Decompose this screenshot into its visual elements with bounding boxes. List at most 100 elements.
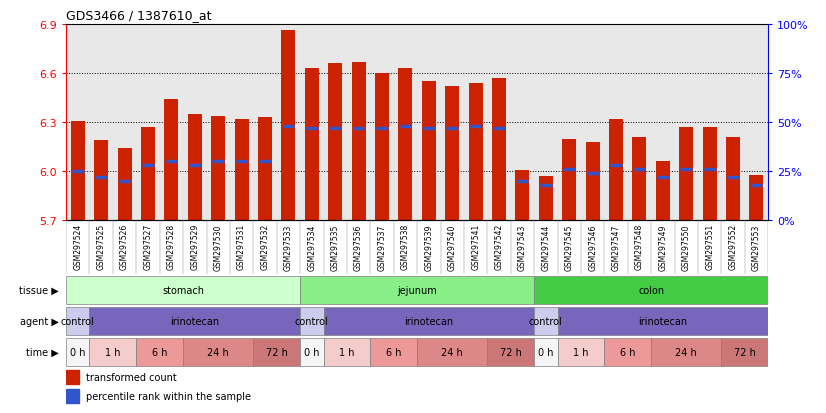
Text: transformed count: transformed count (86, 372, 177, 382)
Text: tissue ▶: tissue ▶ (19, 285, 59, 295)
Bar (370, 338, 417, 366)
Text: irinotecan: irinotecan (170, 316, 220, 326)
Text: 0 h: 0 h (304, 347, 320, 357)
Bar (258, 118, 272, 221)
Text: GSM297533: GSM297533 (284, 224, 293, 270)
Text: agent ▶: agent ▶ (20, 316, 59, 326)
Text: colon: colon (638, 285, 664, 295)
Text: GSM297547: GSM297547 (611, 224, 620, 270)
Bar (352, 62, 366, 221)
Bar (211, 116, 225, 221)
Bar (534, 307, 558, 335)
Text: GSM297546: GSM297546 (588, 224, 597, 270)
Text: control: control (529, 316, 563, 326)
Bar (605, 338, 651, 366)
Bar (66, 389, 78, 403)
Text: 6 h: 6 h (620, 347, 635, 357)
Bar (282, 31, 296, 221)
Text: 6 h: 6 h (386, 347, 401, 357)
Bar (558, 307, 768, 335)
Text: control: control (295, 316, 329, 326)
Bar (487, 338, 534, 366)
Text: 6 h: 6 h (152, 347, 168, 357)
Text: GSM297553: GSM297553 (752, 224, 761, 270)
Bar (539, 177, 553, 221)
Text: GSM297534: GSM297534 (307, 224, 316, 270)
Text: GSM297542: GSM297542 (495, 224, 504, 270)
Bar (749, 175, 763, 221)
Bar (324, 307, 534, 335)
Text: GSM297539: GSM297539 (425, 224, 434, 270)
Text: jejunum: jejunum (397, 285, 437, 295)
Bar (89, 307, 300, 335)
Text: GSM297524: GSM297524 (74, 224, 83, 270)
Text: GSM297526: GSM297526 (120, 224, 129, 270)
Bar (721, 338, 768, 366)
Bar (324, 338, 370, 366)
Text: 72 h: 72 h (500, 347, 522, 357)
Bar (633, 138, 647, 221)
Bar (66, 338, 89, 366)
Text: 1 h: 1 h (105, 347, 121, 357)
Text: 24 h: 24 h (207, 347, 229, 357)
Bar (300, 307, 324, 335)
Bar (71, 121, 85, 221)
Text: GSM297549: GSM297549 (658, 224, 667, 270)
Text: GSM297528: GSM297528 (167, 224, 176, 270)
Text: stomach: stomach (162, 285, 204, 295)
Bar (328, 64, 342, 221)
Text: percentile rank within the sample: percentile rank within the sample (86, 391, 251, 401)
Bar (375, 74, 389, 221)
Bar (305, 69, 319, 221)
Bar (445, 87, 459, 221)
Bar (66, 307, 89, 335)
Bar (609, 120, 623, 221)
Text: GSM297531: GSM297531 (237, 224, 246, 270)
Text: GDS3466 / 1387610_at: GDS3466 / 1387610_at (66, 9, 211, 22)
Text: GSM297551: GSM297551 (705, 224, 714, 270)
Text: 1 h: 1 h (573, 347, 589, 357)
Text: 24 h: 24 h (441, 347, 463, 357)
Text: 72 h: 72 h (733, 347, 756, 357)
Bar (300, 338, 324, 366)
Bar (117, 149, 131, 221)
Text: GSM297543: GSM297543 (518, 224, 527, 270)
Text: GSM297548: GSM297548 (635, 224, 644, 270)
Bar (94, 141, 108, 221)
Bar (66, 276, 300, 304)
Bar (188, 115, 202, 221)
Text: GSM297530: GSM297530 (214, 224, 223, 270)
Text: 24 h: 24 h (676, 347, 697, 357)
Text: time ▶: time ▶ (26, 347, 59, 357)
Bar (515, 170, 529, 221)
Bar (651, 338, 721, 366)
Bar (656, 162, 670, 221)
Text: GSM297525: GSM297525 (97, 224, 106, 270)
Text: control: control (61, 316, 95, 326)
Bar (254, 338, 300, 366)
Bar (164, 100, 178, 221)
Text: GSM297541: GSM297541 (471, 224, 480, 270)
Bar (726, 138, 740, 221)
Text: GSM297540: GSM297540 (448, 224, 457, 270)
Text: GSM297538: GSM297538 (401, 224, 410, 270)
Text: GSM297532: GSM297532 (260, 224, 269, 270)
Text: GSM297535: GSM297535 (330, 224, 339, 270)
Text: GSM297537: GSM297537 (377, 224, 387, 270)
Text: GSM297527: GSM297527 (144, 224, 153, 270)
Text: GSM297545: GSM297545 (565, 224, 574, 270)
Text: irinotecan: irinotecan (404, 316, 453, 326)
Bar (422, 82, 436, 221)
Bar (235, 120, 249, 221)
Bar (679, 128, 693, 221)
Bar (136, 338, 183, 366)
Bar (558, 338, 605, 366)
Bar (89, 338, 136, 366)
Bar (417, 338, 487, 366)
Bar (183, 338, 254, 366)
Text: GSM297550: GSM297550 (681, 224, 691, 270)
Bar (534, 338, 558, 366)
Bar (300, 276, 534, 304)
Bar (398, 69, 412, 221)
Text: irinotecan: irinotecan (638, 316, 687, 326)
